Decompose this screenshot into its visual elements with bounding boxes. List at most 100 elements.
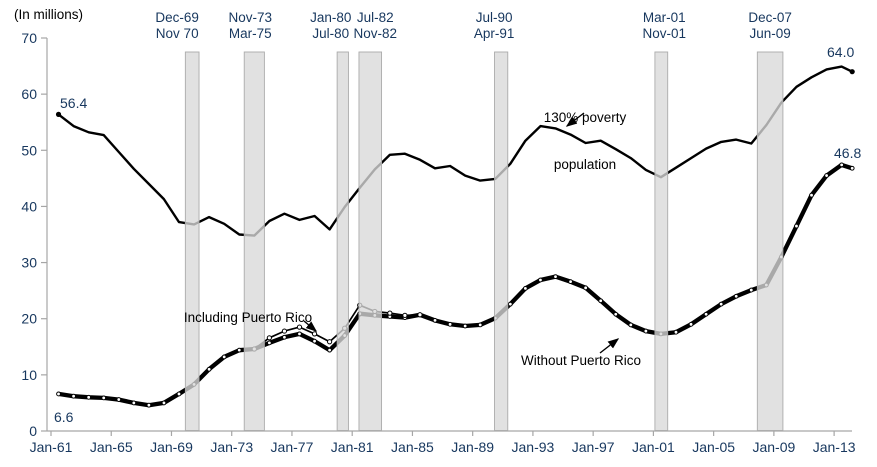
data-point-marker-without-pr: [432, 317, 438, 323]
data-point-marker-without-pr: [849, 165, 855, 171]
recession-band: [494, 51, 509, 431]
x-tick-label: Jan-77: [271, 439, 314, 455]
snap-start-value-label: 6.6: [54, 409, 74, 425]
y-tick-label: 60: [21, 86, 37, 102]
poverty-end-value-label: 64.0: [827, 44, 855, 60]
x-tick-label: Jan-13: [813, 439, 856, 455]
x-tick-label: Jan-09: [752, 439, 795, 455]
recession-band: [654, 51, 669, 431]
recession-start-label: Mar-01: [643, 10, 686, 25]
data-point-marker-without-pr: [507, 301, 513, 307]
x-tick-label: Jan-05: [692, 439, 735, 455]
data-point-marker-including-pr: [402, 312, 408, 318]
data-point-marker-without-pr: [598, 298, 604, 304]
recession-band: [336, 51, 349, 431]
x-tick-label: Jan-61: [30, 439, 73, 455]
recession-band: [756, 51, 784, 431]
data-point-marker-without-pr: [116, 397, 122, 402]
recession-end-label: Nov-01: [643, 26, 687, 41]
x-tick-label: Jan-97: [572, 439, 615, 455]
without-pr-annotation: Without Puerto Rico: [520, 353, 642, 368]
data-point-marker-without-pr: [628, 322, 634, 328]
y-tick-label: 10: [21, 367, 37, 383]
including-pr-annotation-arrow: [303, 320, 318, 332]
data-point-marker-including-pr: [417, 312, 423, 318]
data-point-marker-without-pr: [794, 223, 799, 229]
data-point-marker-without-pr: [282, 334, 287, 340]
recession-band: [243, 51, 265, 431]
data-point-marker-without-pr: [809, 192, 814, 198]
x-tick-label: Jan-73: [210, 439, 253, 455]
x-tick-label: Jan-89: [451, 439, 494, 455]
x-tick-label: Jan-85: [391, 439, 434, 455]
data-point-marker-without-pr: [176, 391, 182, 397]
including-pr-annotation: Including Puerto Rico: [183, 310, 313, 325]
data-point-marker-without-pr: [522, 285, 528, 291]
recession-start-label: Dec-69: [155, 10, 199, 25]
data-point-marker-including-pr: [266, 335, 272, 341]
data-point-marker-including-pr: [296, 324, 303, 330]
data-point-marker-without-pr: [56, 391, 61, 397]
recession-start-label: Nov-73: [229, 10, 273, 25]
poverty-endpoint-dot: [849, 69, 855, 75]
y-tick-label: 70: [21, 30, 37, 46]
data-point-marker-without-pr: [583, 285, 589, 291]
y-tick-label: 40: [21, 198, 37, 214]
recession-start-label: Dec-07: [748, 10, 792, 25]
data-point-marker-without-pr: [568, 279, 573, 285]
data-point-marker-including-pr: [311, 331, 318, 337]
poverty-series-annotation: 130% poverty population: [544, 79, 627, 203]
x-tick-label: Jan-65: [90, 439, 133, 455]
recession-start-label: Jan-80: [310, 10, 351, 25]
data-point-marker-without-pr: [538, 277, 543, 283]
poverty-start-value-label: 56.4: [60, 95, 88, 111]
data-point-marker-without-pr: [297, 331, 302, 337]
data-point-marker-without-pr: [673, 329, 679, 335]
poverty-annotation-line2: population: [553, 156, 617, 172]
y-tick-label: 20: [21, 311, 37, 327]
x-tick-label: Jan-93: [512, 439, 555, 455]
data-point-marker-without-pr: [327, 347, 333, 353]
recession-end-label: Jul-80: [312, 26, 349, 41]
series-line-without-pr: [58, 162, 853, 408]
poverty-annotation-arrow: [565, 112, 585, 127]
data-point-marker-without-pr: [643, 328, 649, 334]
x-tick-label: Jan-69: [150, 439, 193, 455]
data-point-marker-without-pr: [733, 293, 739, 299]
y-tick-label: 50: [21, 142, 37, 158]
data-point-marker-without-pr: [824, 173, 829, 178]
data-point-marker-without-pr: [688, 321, 694, 327]
data-point-marker-without-pr: [131, 400, 137, 406]
recession-end-label: Nov-82: [354, 26, 398, 41]
y-tick-label: 30: [21, 255, 37, 271]
poverty-annotation-line1: 130% poverty: [543, 110, 627, 126]
data-point-marker-including-pr: [387, 310, 393, 316]
data-point-marker-without-pr: [161, 400, 167, 406]
data-point-marker-without-pr: [206, 366, 212, 372]
data-point-marker-without-pr: [477, 322, 483, 328]
data-point-marker-without-pr: [146, 402, 152, 408]
data-point-marker-without-pr: [86, 394, 92, 400]
y-tick-label: 0: [29, 423, 37, 439]
data-point-marker-without-pr: [613, 311, 619, 317]
recession-band: [358, 51, 383, 431]
data-point-marker-without-pr: [266, 340, 272, 346]
data-point-marker-without-pr: [703, 311, 709, 317]
data-point-marker-without-pr: [718, 301, 724, 307]
data-point-marker-without-pr: [553, 274, 558, 280]
snap-end-value-label: 46.8: [834, 145, 862, 161]
data-point-marker-without-pr: [748, 287, 754, 293]
recession-band: [184, 51, 200, 431]
y-axis-units-label: (In millions): [14, 7, 84, 22]
without-pr-annotation-arrow: [599, 338, 620, 354]
recession-end-label: Apr-91: [474, 26, 515, 41]
data-point-marker-including-pr: [327, 339, 333, 345]
data-point-marker-without-pr: [462, 323, 468, 329]
data-point-marker-without-pr: [839, 162, 845, 168]
recession-end-label: Nov 70: [156, 26, 199, 41]
data-point-marker-without-pr: [71, 393, 76, 399]
poverty-endpoint-dot: [55, 111, 62, 117]
data-point-marker-without-pr: [447, 321, 453, 327]
